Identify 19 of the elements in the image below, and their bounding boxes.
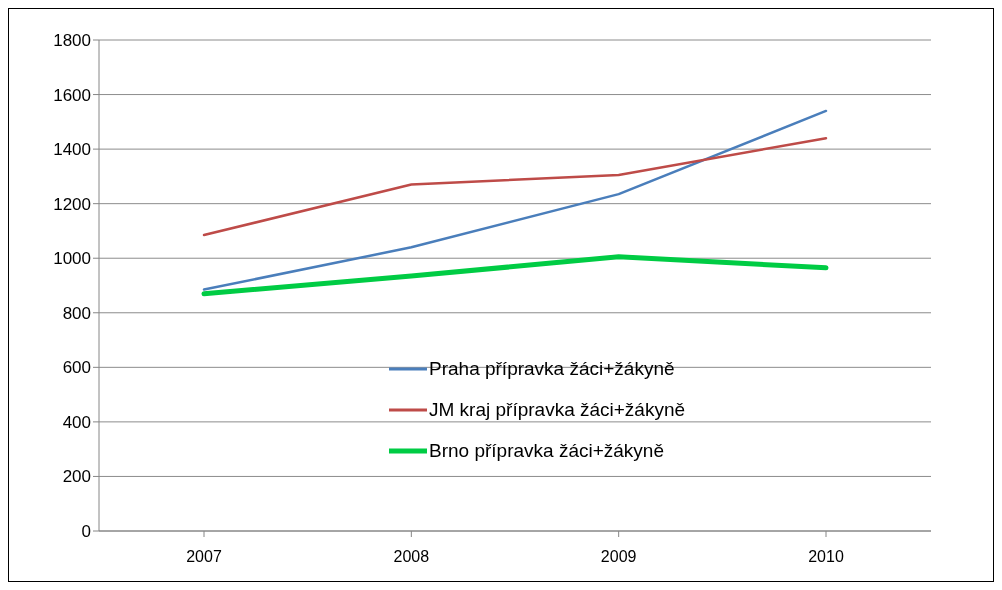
- x-tick-label: 2009: [600, 548, 637, 566]
- y-tick-label: 600: [62, 358, 91, 378]
- y-tick-label: 1400: [53, 140, 91, 160]
- line-series: [202, 136, 828, 237]
- y-tick-label: 1200: [53, 194, 91, 214]
- x-tick-label: 2007: [186, 548, 222, 566]
- y-tick-label: 1000: [53, 249, 91, 269]
- legend-label: Praha přípravka žáci+žákyně: [429, 357, 675, 380]
- y-tick-label: 400: [62, 412, 91, 432]
- y-tick-label: 800: [62, 303, 91, 323]
- y-tick-label: 1800: [53, 31, 91, 51]
- line-series: [202, 109, 828, 291]
- y-tick-label: 1600: [53, 85, 91, 105]
- y-tick-label: 200: [62, 467, 91, 487]
- y-tick-label: 0: [81, 522, 91, 542]
- legend-label: JM kraj přípravka žáci+žákyně: [429, 398, 686, 421]
- x-tick-label: 2008: [393, 548, 430, 566]
- x-tick-label: 2010: [808, 548, 844, 566]
- legend-label: Brno přípravka žáci+žákyně: [429, 439, 664, 462]
